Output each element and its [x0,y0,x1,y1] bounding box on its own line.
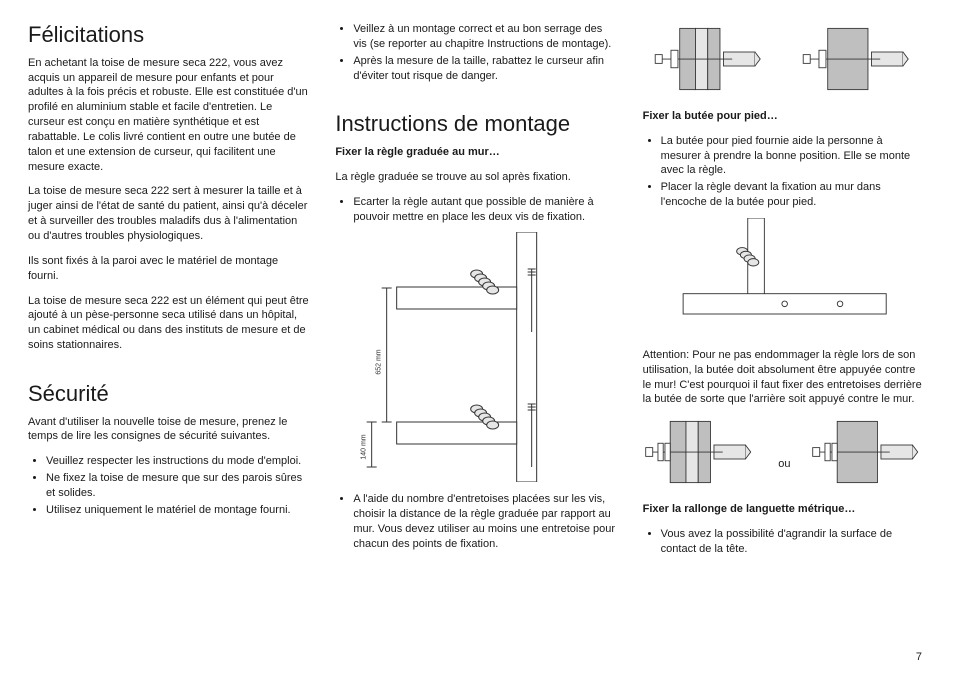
paragraph: Avant d'utiliser la nouvelle toise de me… [28,415,311,445]
figure-anchor-b [791,24,926,99]
bullet-list: Veillez à un montage correct et au bon s… [335,22,618,83]
diagram-icon [791,24,926,94]
list-item: La butée pour pied fournie aide la perso… [661,134,926,179]
subheading-butee: Fixer la butée pour pied… [643,109,926,124]
list-item: A l'aide du nombre d'entretoises placées… [353,492,618,551]
page-number: 7 [916,651,922,663]
paragraph: En achetant la toise de mesure seca 222,… [28,56,311,175]
heading-felicitations: Félicitations [28,20,311,50]
paragraph: Ils sont fixés à la paroi avec le matéri… [28,254,311,284]
dimension-label: 652 mm [376,350,383,375]
label-ou: ou [772,417,796,492]
heading-securite: Sécurité [28,379,311,409]
list-item: Ecarter la règle autant que possible de … [353,195,618,225]
paragraph: La règle graduée se trouve au sol après … [335,170,618,185]
subheading-regle: Fixer la règle graduée au mur… [335,145,618,160]
diagram-icon: 652 mm 140 mm [335,232,618,482]
list-item: Ne fixez la toise de mesure que sur des … [46,471,311,501]
figure-row-anchors-top [643,24,926,99]
dimension-label: 140 mm [361,435,368,460]
bullet-list: A l'aide du nombre d'entretoises placées… [335,492,618,551]
column-2: Veillez à un montage correct et au bon s… [335,20,618,663]
diagram-icon [810,417,926,487]
bullet-list: Veuillez respecter les instructions du m… [28,454,311,517]
list-item: Après la mesure de la taille, rabattez l… [353,54,618,84]
figure-anchor-d [810,417,926,492]
page: Félicitations En achetant la toise de me… [0,0,954,673]
diagram-icon [643,417,759,487]
column-3: Fixer la butée pour pied… La butée pour … [643,20,926,663]
list-item: Utilisez uniquement le matériel de monta… [46,503,311,518]
figure-ruler-mounting: 652 mm 140 mm [335,232,618,482]
bullet-list: Ecarter la règle autant que possible de … [335,195,618,225]
subheading-rallonge: Fixer la rallonge de languette métrique… [643,502,926,517]
figure-row-anchors-bottom: ou [643,417,926,492]
paragraph: La toise de mesure seca 222 sert à mesur… [28,184,311,243]
list-item: Veuillez respecter les instructions du m… [46,454,311,469]
heading-instructions: Instructions de montage [335,109,618,139]
diagram-icon [643,218,926,338]
list-item: Veillez à un montage correct et au bon s… [353,22,618,52]
column-1: Félicitations En achetant la toise de me… [28,20,311,663]
list-item: Vous avez la possibilité d'agrandir la s… [661,527,926,557]
bullet-list: La butée pour pied fournie aide la perso… [643,134,926,210]
list-item: Placer la règle devant la fixation au mu… [661,180,926,210]
paragraph: La toise de mesure seca 222 est un éléme… [28,294,311,353]
bullet-list: Vous avez la possibilité d'agrandir la s… [643,527,926,557]
diagram-icon [643,24,778,94]
figure-anchor-c [643,417,759,492]
figure-anchor-a [643,24,778,99]
paragraph-attention: Attention: Pour ne pas endommager la règ… [643,348,926,407]
figure-foot-stop [643,218,926,338]
